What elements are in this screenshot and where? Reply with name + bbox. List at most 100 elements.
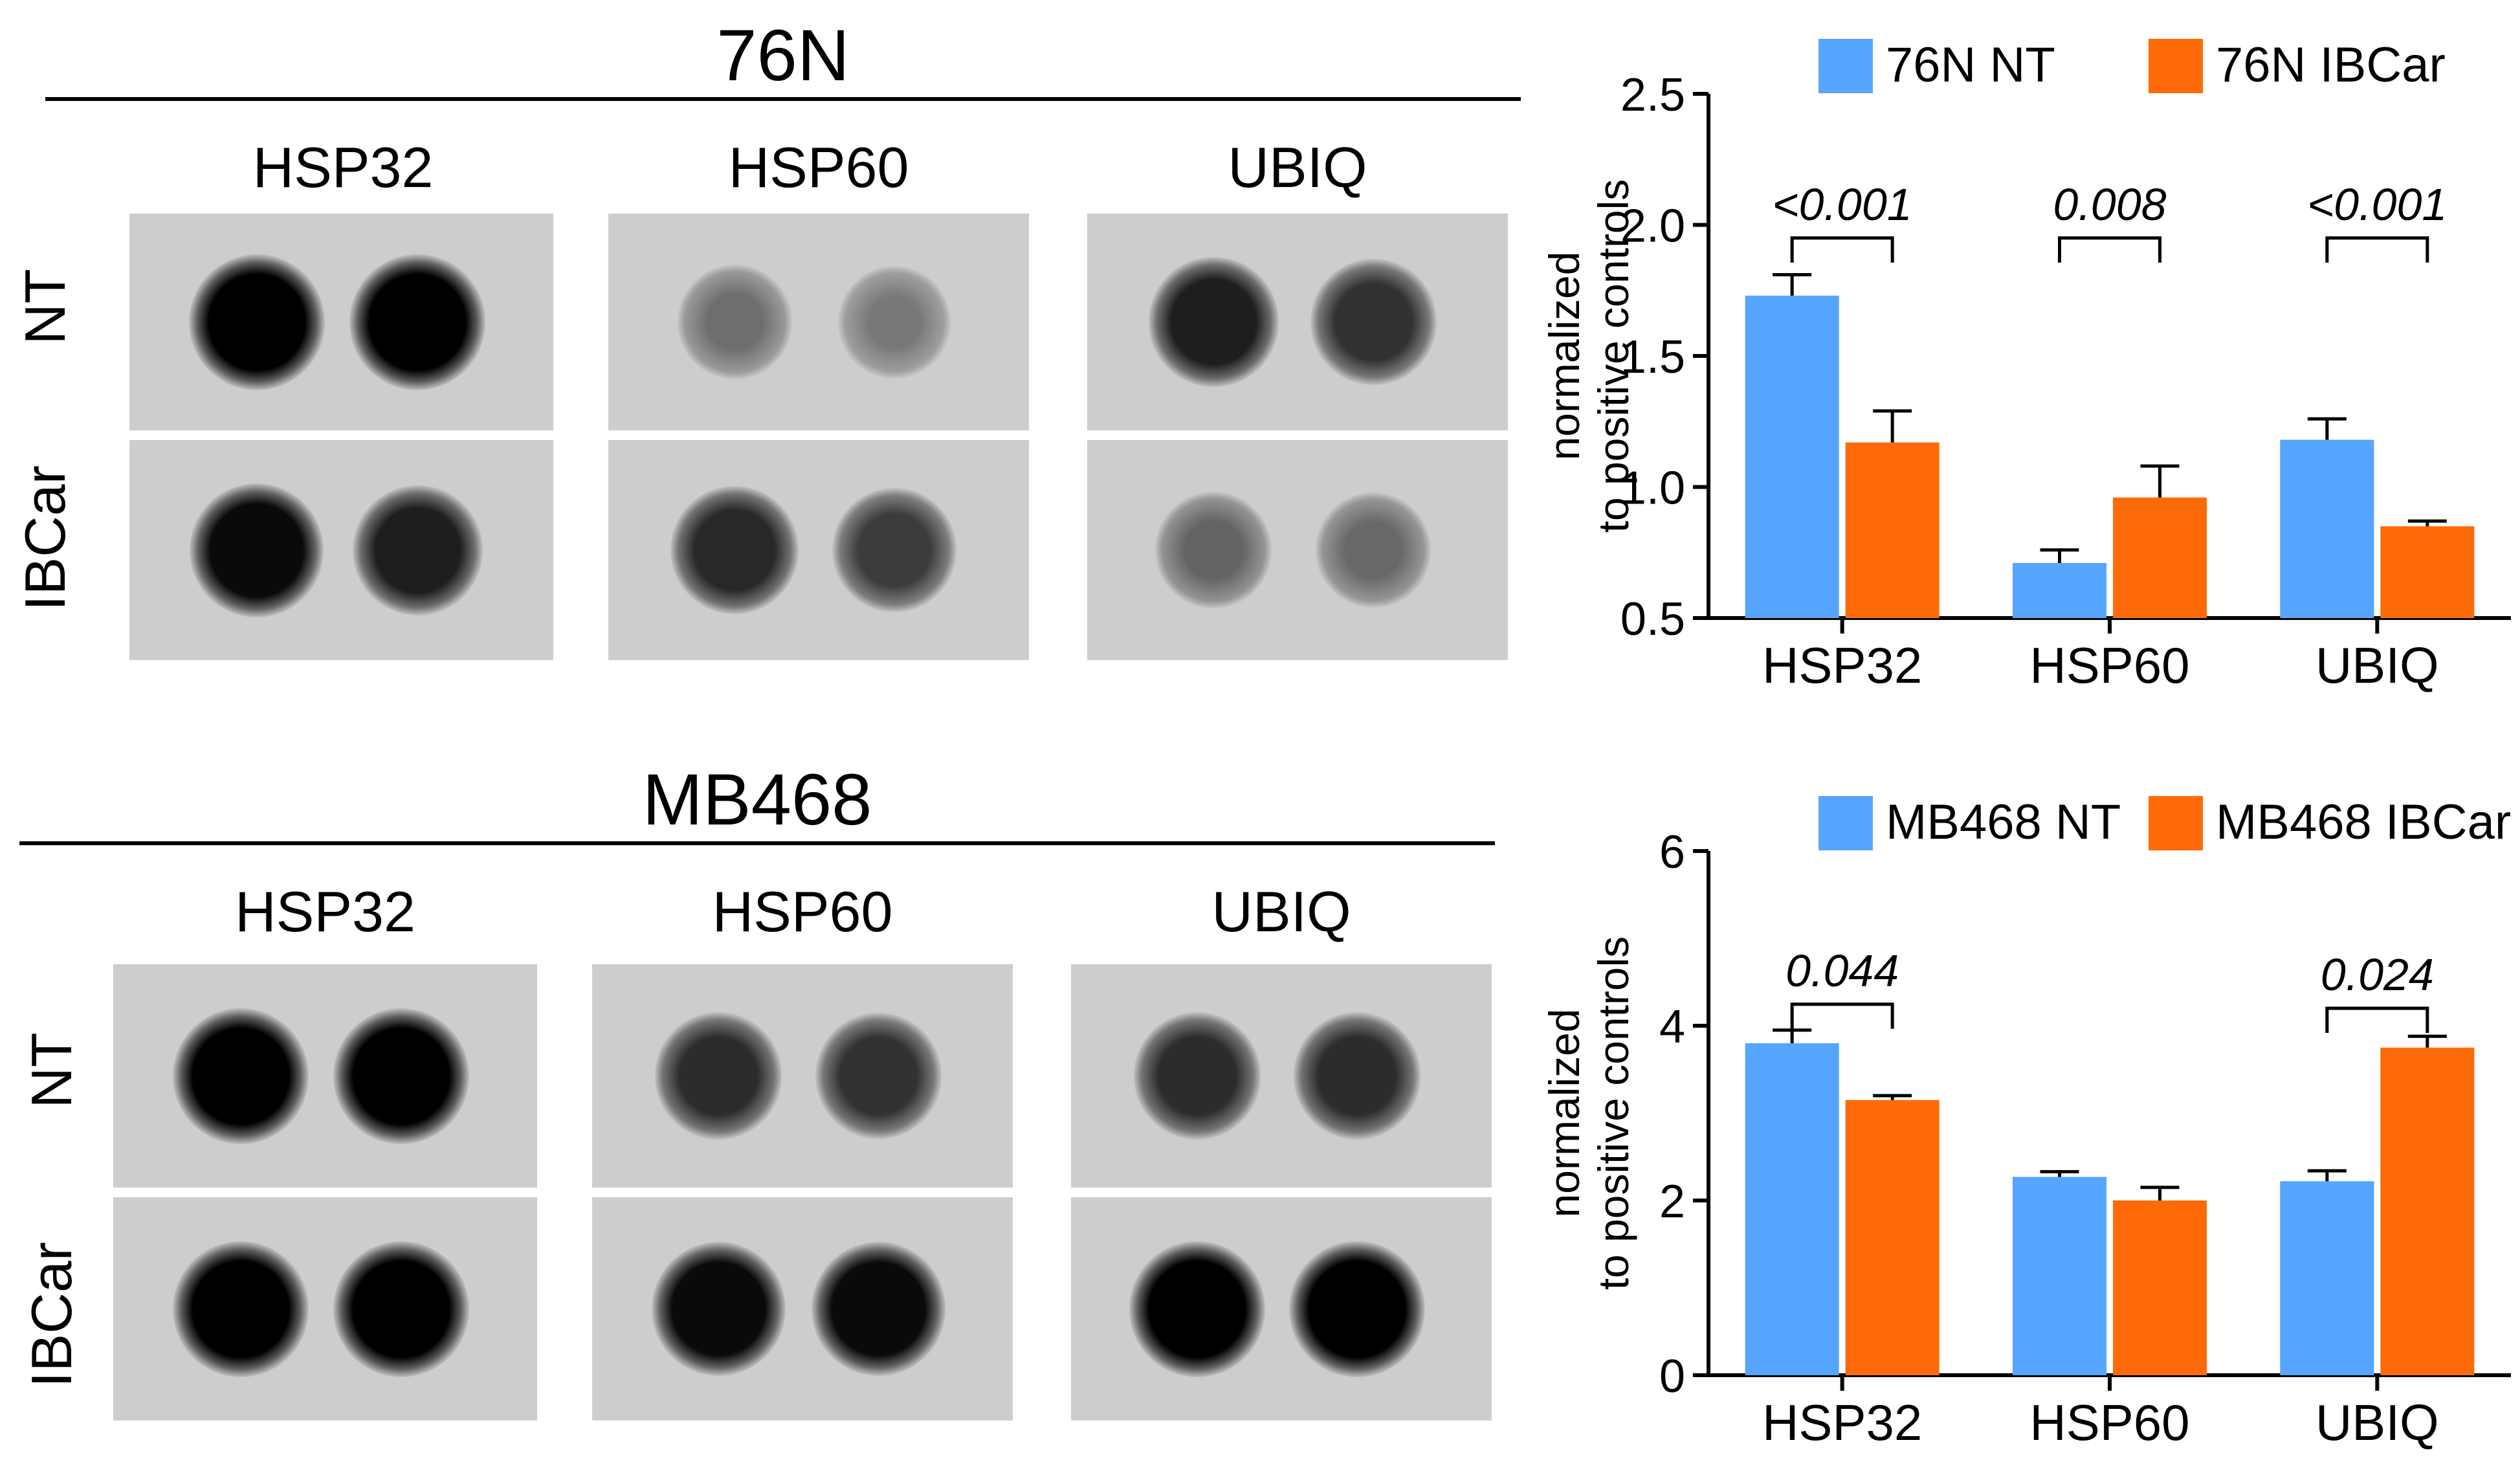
- blot-dot: [172, 1008, 309, 1144]
- column-label: HSP60: [728, 135, 909, 199]
- x-tick-label: UBIQ: [2316, 1394, 2439, 1451]
- blot-dot: [349, 254, 486, 390]
- panel-divider: [19, 841, 1495, 845]
- y-axis-label-line: normalized: [1540, 252, 1588, 461]
- blot-dot: [838, 265, 951, 379]
- bar: [2113, 497, 2207, 618]
- legend-label: 76N IBCar: [2216, 39, 2446, 93]
- bar: [2380, 1047, 2475, 1375]
- panel-divider: [45, 97, 1521, 101]
- legend-label: 76N NT: [1886, 39, 2055, 93]
- y-axis-label-line: normalized: [1540, 1009, 1588, 1218]
- blot-dot: [811, 1242, 945, 1376]
- blot-dot: [333, 1008, 470, 1144]
- blot-image: [113, 964, 537, 1188]
- bar: [2013, 562, 2106, 618]
- significance-bracket: [2325, 1006, 2429, 1033]
- bar: [1845, 1100, 1940, 1375]
- blot-image: [1087, 440, 1508, 660]
- legend-label: MB468 IBCar: [2216, 796, 2511, 850]
- legend-swatch: [2149, 39, 2203, 93]
- y-tick-label: 1.5: [1620, 331, 1685, 383]
- column-label: UBIQ: [1228, 135, 1367, 199]
- significance-bracket: [1790, 1002, 1894, 1029]
- p-value-label: <0.001: [2307, 179, 2447, 230]
- bar: [2280, 439, 2374, 618]
- y-tick-label: 2: [1659, 1176, 1685, 1228]
- row-label: IBCar: [13, 465, 77, 611]
- bar: [2280, 1181, 2374, 1375]
- y-tick-label: 2.5: [1620, 69, 1685, 121]
- blot-dot: [815, 1013, 942, 1139]
- x-tick-label: HSP60: [2029, 1394, 2189, 1451]
- blot-dot: [677, 265, 792, 379]
- legend-swatch: [2149, 796, 2203, 850]
- y-axis-label-line: to positive controls: [1589, 936, 1637, 1290]
- bar: [1745, 295, 1839, 618]
- blot-panel-mb468: MB468 HSP32 HSP60 UBIQ NT IBCar: [0, 751, 1553, 1460]
- bar-chart-mb468: 0 2 4 6 normalized to positive controls HSP32 0…: [1540, 796, 2511, 1451]
- blot-dot: [188, 254, 325, 390]
- p-value-label: <0.001: [1773, 179, 1912, 230]
- y-axis-label-line: to positive controls: [1589, 179, 1637, 533]
- column-label: UBIQ: [1211, 879, 1351, 944]
- blot-dot: [832, 488, 956, 612]
- blot-panel-76n: 76N HSP32 HSP60 UBIQ NT IBCar: [0, 0, 1553, 680]
- x-tick-label: HSP60: [2029, 637, 2189, 694]
- blot-image: [113, 1197, 537, 1421]
- p-value-label: 0.008: [2053, 179, 2166, 230]
- legend-swatch: [1818, 39, 1873, 93]
- blot-dot: [1289, 1241, 1425, 1377]
- blot-dot: [1129, 1241, 1265, 1377]
- bar: [1745, 1043, 1839, 1375]
- significance-bracket: [1790, 236, 1894, 263]
- y-axis-label: normalized to positive controls: [1540, 936, 1637, 1290]
- column-label: HSP32: [235, 879, 415, 944]
- x-tick-label: UBIQ: [2316, 637, 2439, 694]
- legend-swatch: [1818, 796, 1873, 850]
- column-label: HSP60: [712, 879, 893, 944]
- blot-image: [1071, 1197, 1492, 1421]
- blot-dot: [1148, 257, 1279, 387]
- row-label: NT: [13, 269, 77, 345]
- column-label: HSP32: [252, 135, 434, 199]
- y-tick-label: 6: [1659, 826, 1685, 878]
- blot-image: [608, 440, 1029, 660]
- x-tick-label: HSP32: [1762, 1394, 1922, 1451]
- bar: [2013, 1177, 2106, 1375]
- bar-chart-76n: 0.5 1.0 1.5 2.0 2.5 normalized to positive con…: [1540, 39, 2511, 694]
- legend-label: MB468 NT: [1886, 796, 2121, 850]
- blot-dot: [654, 1012, 782, 1140]
- blot-image: [1087, 214, 1508, 430]
- y-tick-label: 1.0: [1620, 463, 1685, 514]
- x-tick-label: HSP32: [1762, 637, 1922, 694]
- bar: [1845, 442, 1940, 618]
- y-tick-label: 2.0: [1620, 201, 1685, 252]
- blot-dot: [651, 1242, 786, 1376]
- panel-title: MB468: [642, 759, 872, 840]
- blot-image: [129, 214, 553, 430]
- blot-dot: [352, 485, 483, 615]
- p-value-label: 0.024: [2321, 949, 2434, 1000]
- blot-dot: [1155, 492, 1272, 608]
- y-tick-label: 0.5: [1620, 593, 1685, 645]
- y-axis-label: normalized to positive controls: [1540, 179, 1637, 533]
- row-label: NT: [19, 1032, 83, 1109]
- blot-image: [592, 964, 1013, 1188]
- blot-dot: [1310, 259, 1437, 385]
- p-value-label: 0.044: [1785, 946, 1899, 996]
- blot-dot: [172, 1241, 309, 1377]
- blot-dot: [1315, 492, 1431, 608]
- blot-dot: [1133, 1012, 1261, 1140]
- bar: [2113, 1200, 2207, 1375]
- significance-bracket: [2325, 236, 2429, 263]
- blot-image: [592, 1197, 1013, 1421]
- blot-dot: [1293, 1012, 1421, 1140]
- row-label: IBCar: [19, 1242, 83, 1388]
- blot-dot: [190, 483, 324, 617]
- blot-dot: [670, 486, 799, 614]
- blot-image: [1071, 964, 1492, 1188]
- blot-image: [129, 440, 553, 660]
- blot-dot: [333, 1241, 470, 1377]
- significance-bracket: [2058, 236, 2161, 263]
